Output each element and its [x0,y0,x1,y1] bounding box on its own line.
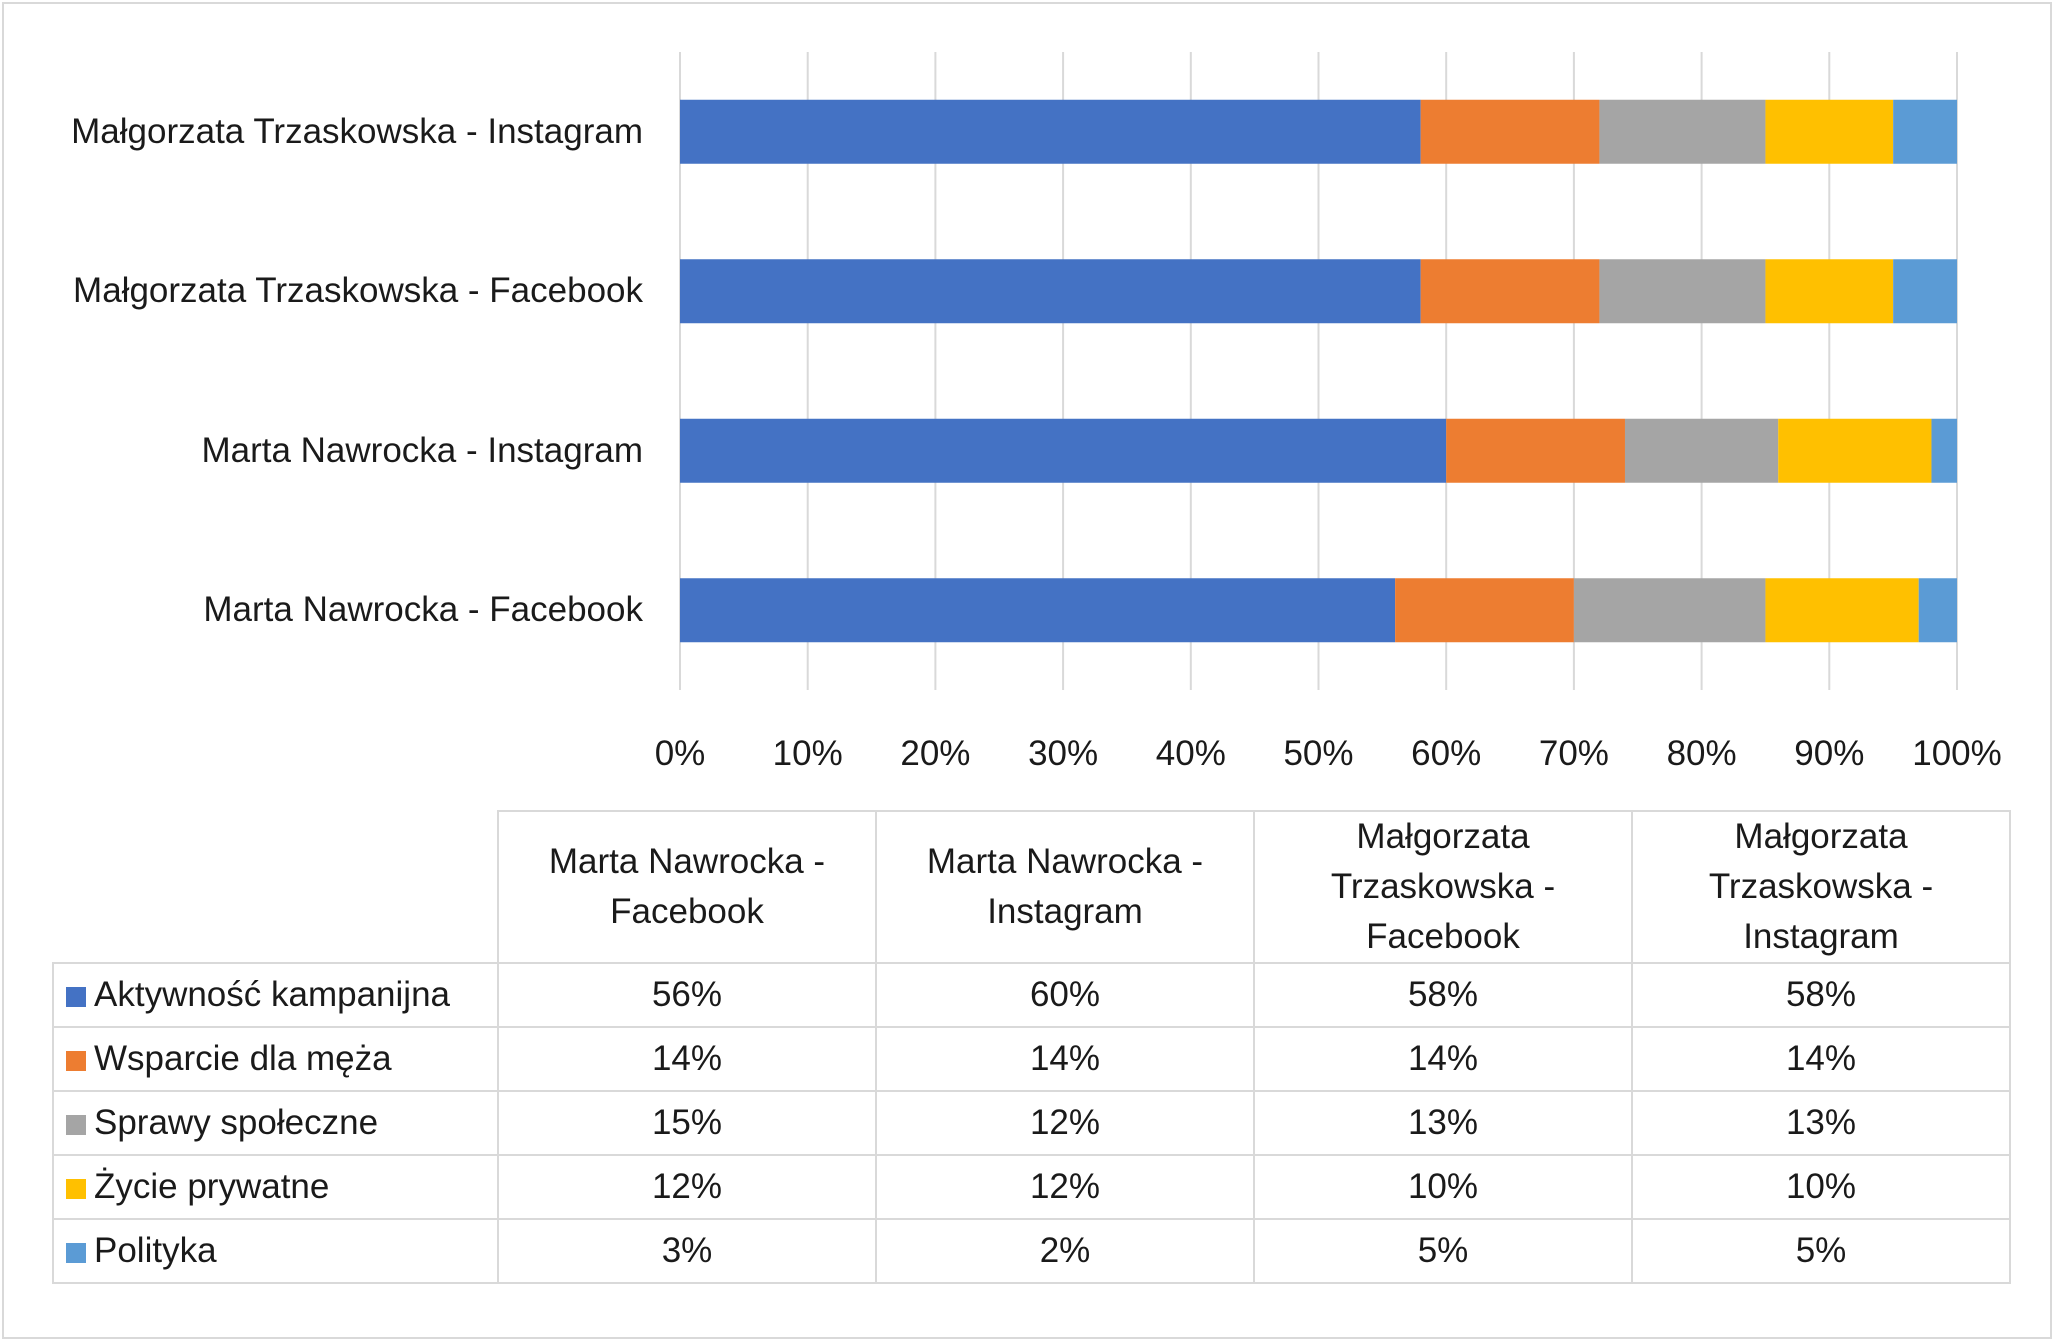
bar-segment [1446,418,1625,483]
x-tick-label: 90% [1794,734,1865,773]
data-table-cell: 13% [1253,1090,1633,1156]
legend-entry: Aktywność kampanijna [52,962,499,1028]
data-table-row: Aktywność kampanijna 56% 60% 58% 58% [52,962,2011,1028]
bar-segment [1893,99,1957,164]
data-table-header: Marta Nawrocka - Facebook [497,810,877,964]
data-table-cell: 13% [1631,1090,2011,1156]
data-table-cell: 10% [1631,1154,2011,1220]
legend-key [66,1243,86,1263]
data-table-cell: 14% [1631,1026,2011,1092]
x-tick-label: 70% [1538,734,1609,773]
data-table-cell: 2% [875,1218,1255,1284]
x-tick-label: 10% [772,734,843,773]
x-tick-label: 60% [1411,734,1482,773]
legend-entry: Życie prywatne [52,1154,499,1220]
legend-label: Sprawy społeczne [94,1103,379,1142]
bar-segment [1599,99,1766,164]
legend-entry: Polityka [52,1218,499,1284]
y-category-label: Małgorzata Trzaskowska - Instagram [71,111,643,151]
data-table-cell: 14% [497,1026,877,1092]
data-table: Marta Nawrocka - Facebook Marta Nawrocka… [52,810,2011,1284]
bar-segment [1765,259,1894,324]
data-table-cell: 12% [497,1154,877,1220]
data-table-row: Wsparcie dla męża 14% 14% 14% 14% [52,1026,2011,1092]
bar-segment [680,418,1447,483]
data-table-header: Małgorzata Trzaskowska - Facebook [1253,810,1633,964]
legend-key [66,1051,86,1071]
bar-segment [1573,578,1766,643]
data-table-row: Polityka 3% 2% 5% 5% [52,1218,2011,1284]
legend-label: Polityka [94,1231,217,1270]
x-tick-label: 0% [654,734,706,773]
bar-segment [1778,418,1932,483]
data-table-cell: 3% [497,1218,877,1284]
bar-segment [680,99,1421,164]
bar-segment [1599,259,1766,324]
data-table-cell: 12% [875,1154,1255,1220]
bar-segment [1624,418,1779,483]
y-category-label: Marta Nawrocka - Facebook [203,590,643,630]
bar-segment [1918,578,1957,643]
x-tick-label: 30% [1028,734,1099,773]
data-table-cell: 58% [1253,962,1633,1028]
legend-key [66,987,86,1007]
data-table-cell: 14% [875,1026,1255,1092]
data-table-header: Małgorzata Trzaskowska - Instagram [1631,810,2011,964]
bars [680,99,1957,643]
data-table-row: Życie prywatne 12% 12% 10% 10% [52,1154,2011,1220]
data-table-cell: 14% [1253,1026,1633,1092]
y-category-label: Małgorzata Trzaskowska - Facebook [73,271,643,311]
data-table-header-row: Marta Nawrocka - Facebook Marta Nawrocka… [53,810,2011,964]
bar-segment [680,259,1421,324]
data-table-row: Sprawy społeczne 15% 12% 13% 13% [52,1090,2011,1156]
bar-segment [1420,259,1600,324]
legend-key [66,1115,86,1135]
bar-segment [1765,578,1919,643]
stacked-bar-chart [679,52,1958,690]
bar-segment [680,578,1396,643]
x-tick-label: 20% [900,734,971,773]
data-table-cell: 5% [1253,1218,1633,1284]
y-category-label: Marta Nawrocka - Instagram [201,430,643,470]
data-table-cell: 56% [497,962,877,1028]
bar-segment [1931,418,1957,483]
data-table-cell: 15% [497,1090,877,1156]
legend-entry: Sprawy społeczne [52,1090,499,1156]
data-table-cell: 58% [1631,962,2011,1028]
x-tick-label: 80% [1666,734,1737,773]
bar-segment [1395,578,1574,643]
legend-label: Życie prywatne [94,1167,330,1206]
bar-segment [1893,259,1957,324]
data-table-cell: 12% [875,1090,1255,1156]
data-table-corner [53,811,499,964]
bar-segment [1420,99,1600,164]
legend-key [66,1179,86,1199]
data-table-cell: 10% [1253,1154,1633,1220]
data-table-cell: 5% [1631,1218,2011,1284]
bar-segment [1765,99,1894,164]
x-tick-label: 40% [1155,734,1226,773]
x-tick-label: 100% [1912,734,2002,773]
legend-label: Aktywność kampanijna [94,975,450,1014]
data-table-cell: 60% [875,962,1255,1028]
legend-label: Wsparcie dla męża [94,1039,392,1078]
legend-entry: Wsparcie dla męża [52,1026,499,1092]
x-tick-label: 50% [1283,734,1354,773]
data-table-header: Marta Nawrocka - Instagram [875,810,1255,964]
